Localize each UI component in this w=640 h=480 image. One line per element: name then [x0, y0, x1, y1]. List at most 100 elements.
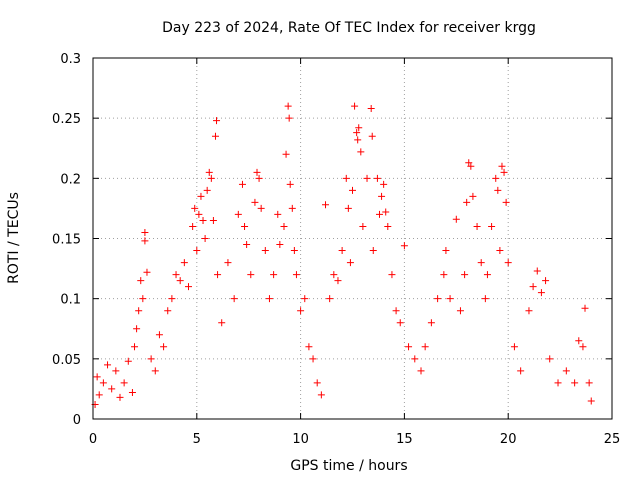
data-point: [354, 136, 362, 144]
data-point: [251, 198, 259, 206]
data-point: [211, 132, 219, 140]
data-point: [369, 247, 377, 255]
y-tick-label: 0: [73, 413, 81, 428]
data-point: [368, 132, 376, 140]
data-point: [537, 289, 545, 297]
data-point: [427, 319, 435, 327]
data-point: [141, 228, 149, 236]
data-point: [276, 241, 284, 249]
data-point: [189, 222, 197, 230]
data-point: [253, 168, 261, 176]
data-point: [562, 367, 570, 375]
data-point: [353, 129, 361, 137]
data-point: [344, 204, 352, 212]
data-point: [367, 105, 375, 113]
data-point: [442, 247, 450, 255]
data-point: [317, 391, 325, 399]
data-point: [284, 102, 292, 110]
data-point: [168, 295, 176, 303]
data-point: [247, 271, 255, 279]
data-point: [388, 271, 396, 279]
data-point: [363, 174, 371, 182]
data-point: [546, 355, 554, 363]
data-point: [496, 247, 504, 255]
data-point: [209, 216, 217, 224]
data-point: [382, 208, 390, 216]
axis-ticks: 0 5 10 15 20 25 0 0.05 0.1 0.15 0.2 0.25 0.3: [52, 52, 620, 447]
data-point: [525, 307, 533, 315]
data-point: [214, 271, 222, 279]
data-point: [201, 235, 209, 242]
data-point: [313, 379, 321, 387]
x-tick-label: 20: [500, 432, 517, 447]
data-point: [488, 222, 496, 230]
y-tick-label: 0.05: [52, 353, 81, 368]
data-point: [95, 391, 103, 399]
data-point: [581, 304, 589, 312]
data-point: [477, 259, 485, 267]
data-point: [396, 319, 404, 327]
data-point: [112, 367, 120, 375]
x-tick-label: 15: [396, 432, 413, 447]
y-axis-label: ROTI / TECUs: [6, 192, 22, 284]
data-point: [473, 222, 481, 230]
data-point: [93, 373, 101, 381]
data-point: [230, 295, 238, 303]
data-point: [288, 204, 296, 212]
data-point: [533, 267, 541, 275]
data-point: [469, 192, 477, 200]
data-point: [265, 295, 273, 303]
data-point: [504, 259, 512, 267]
data-point: [481, 295, 489, 303]
data-point: [128, 389, 136, 397]
data-point: [124, 357, 132, 365]
y-tick-label: 0.1: [60, 293, 81, 308]
data-point: [99, 379, 107, 387]
data-point: [392, 307, 400, 315]
data-point: [213, 117, 221, 125]
data-point: [330, 271, 338, 279]
data-point: [351, 102, 359, 110]
data-point: [116, 393, 124, 401]
data-point: [405, 343, 413, 351]
x-axis-label: GPS time / hours: [290, 458, 407, 474]
data-point: [143, 268, 151, 276]
data-point: [554, 379, 562, 387]
data-point: [400, 242, 408, 250]
data-point: [133, 325, 141, 333]
data-point: [575, 337, 583, 345]
data-point: [494, 186, 502, 194]
data-point: [290, 247, 298, 255]
plot-frame: [92, 57, 613, 420]
data-point: [280, 222, 288, 230]
data-point: [359, 222, 367, 230]
data-point: [338, 247, 346, 255]
data-point: [191, 204, 199, 212]
data-point: [241, 222, 249, 230]
data-point: [234, 210, 242, 218]
x-tick-label: 0: [89, 432, 97, 447]
data-point: [135, 307, 143, 315]
data-point: [463, 198, 471, 206]
data-point: [417, 367, 425, 375]
data-point: [160, 343, 168, 351]
data-point: [456, 307, 464, 315]
data-point: [517, 367, 525, 375]
data-point: [510, 343, 518, 351]
data-point: [452, 215, 460, 223]
data-point: [571, 379, 579, 387]
data-point: [203, 186, 211, 194]
x-tick-label: 25: [604, 432, 621, 447]
data-point: [180, 259, 188, 267]
data-point: [542, 277, 550, 285]
grid: [93, 58, 612, 419]
data-point: [465, 159, 473, 167]
data-point: [587, 397, 595, 405]
data-point: [184, 283, 192, 291]
data-point: [434, 295, 442, 303]
data-point: [141, 237, 149, 245]
data-point: [492, 174, 500, 182]
data-point: [282, 150, 290, 158]
data-point: [172, 271, 180, 279]
